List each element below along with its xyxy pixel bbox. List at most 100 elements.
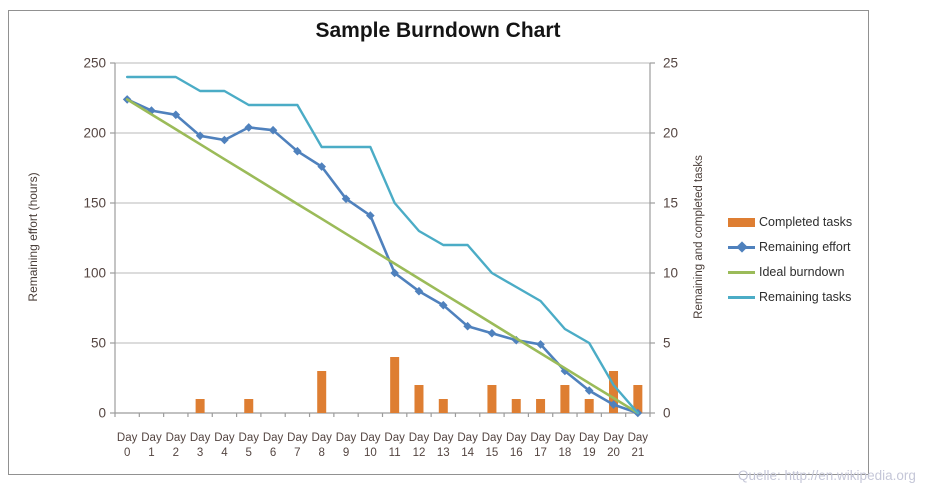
legend-swatch-line-icon [728,265,755,279]
y-axis-left-tick-label-50: 50 [91,336,106,351]
x-axis-label-day-10: Day [360,432,381,444]
completed-tasks-bar-day-13 [438,399,448,413]
x-axis-label-num-21: 21 [631,447,644,459]
x-axis-label-num-7: 7 [294,447,300,459]
legend: Completed tasks Remaining effort Ideal b… [728,215,852,315]
x-axis-label-num-3: 3 [197,447,203,459]
remaining-tasks-line [125,75,640,415]
legend-item-remaining-tasks: Remaining tasks [728,290,852,304]
remaining-effort-marker-day-12 [414,286,424,296]
y-axis-right-tick-label-25: 25 [663,56,678,71]
x-axis-label-day-17: Day [530,432,551,444]
legend-label: Remaining tasks [759,290,852,304]
remaining-effort-marker-day-13 [438,300,448,310]
x-axis-label-day-19: Day [579,432,600,444]
x-axis-label-num-17: 17 [534,447,547,459]
x-axis-label-num-1: 1 [148,447,154,459]
x-axis-label-num-6: 6 [270,447,276,459]
legend-label: Remaining effort [759,240,851,254]
completed-tasks-bar-day-18 [560,385,570,413]
completed-tasks-bar-day-20 [609,371,619,413]
x-axis-label-day-14: Day [457,432,478,444]
remaining-effort-marker-day-10 [366,211,375,220]
remaining-effort-marker-day-19 [584,386,594,395]
y-axis-left-tick-label-200: 200 [83,126,106,141]
completed-tasks-bar-day-16 [511,399,521,413]
legend-swatch-line-diamond-icon [728,240,755,254]
x-axis-label-day-6: Day [263,432,284,444]
x-axis-label-day-21: Day [628,432,649,444]
x-axis-label-day-3: Day [190,432,211,444]
x-axis-label-day-15: Day [482,432,503,444]
x-axis-label-day-1: Day [141,432,162,444]
completed-tasks-bar-day-19 [584,399,594,413]
completed-tasks-bar-day-11 [390,357,400,413]
remaining-effort-marker-day-11 [390,268,399,278]
x-axis-label-num-10: 10 [364,447,377,459]
x-axis-label-num-0: 0 [124,447,130,459]
x-axis-label-num-18: 18 [558,447,571,459]
x-axis-label-num-2: 2 [173,447,179,459]
y-axis-left-tick-label-100: 100 [83,266,106,281]
x-axis-label-day-7: Day [287,432,308,444]
legend-item-completed-tasks: Completed tasks [728,215,852,229]
completed-tasks-bar-day-15 [487,385,497,413]
x-axis-label-num-5: 5 [246,447,252,459]
remaining-effort-marker-day-8 [317,162,327,171]
remaining-effort-marker-day-14 [463,321,472,331]
y-axis-right-tick-label-5: 5 [663,336,671,351]
y-axis-left-tick-label-0: 0 [98,406,106,421]
y-axis-right-tick-label-20: 20 [663,126,678,141]
x-axis-label-day-18: Day [555,432,576,444]
remaining-effort-marker-day-18 [560,366,570,376]
x-axis-label-day-11: Day [384,432,405,444]
remaining-effort-marker-day-1 [147,106,156,115]
x-axis-label-num-11: 11 [389,447,401,459]
x-axis-label-num-14: 14 [461,447,474,459]
remaining-effort-marker-day-9 [341,194,351,204]
remaining-effort-marker-day-15 [487,328,497,338]
completed-tasks-bar-day-5 [244,399,254,413]
completed-tasks-bar-day-8 [317,371,327,413]
x-axis-label-day-2: Day [166,432,187,444]
completed-tasks-bar-day-21 [633,385,643,413]
x-axis-label-num-9: 9 [343,447,349,459]
remaining-effort-line [125,98,640,415]
y-axis-right-tick-label-15: 15 [663,196,678,211]
remaining-effort-marker-day-16 [511,335,521,345]
legend-item-remaining-effort: Remaining effort [728,240,852,254]
legend-swatch-line-icon [728,290,755,304]
legend-item-ideal-burndown: Ideal burndown [728,265,852,279]
x-axis-label-day-9: Day [336,432,357,444]
completed-tasks-bar-day-17 [536,399,546,413]
x-axis-label-day-8: Day [311,432,332,444]
remaining-effort-marker-day-5 [244,123,254,132]
x-axis-label-num-12: 12 [413,447,426,459]
x-axis-label-num-13: 13 [437,447,450,459]
remaining-effort-marker-day-17 [536,340,545,349]
x-axis-label-num-15: 15 [486,447,499,459]
remaining-effort-marker-day-4 [220,135,229,145]
right-axis-title: Remaining and completed tasks [693,155,705,319]
x-axis-label-day-20: Day [603,432,624,444]
x-axis-label-num-16: 16 [510,447,523,459]
x-axis-label-num-19: 19 [583,447,596,459]
watermark: Quelle: http://en.wikipedia.org [738,468,916,483]
x-axis-label-num-20: 20 [607,447,620,459]
y-axis-right-tick-label-0: 0 [663,406,671,421]
remaining-effort-marker-day-20 [609,400,618,409]
chart-title: Sample Burndown Chart [315,19,561,42]
remaining-effort-marker-day-2 [171,110,181,120]
completed-tasks-bar-day-12 [414,385,424,413]
legend-swatch-bar-icon [728,215,755,229]
x-axis-label-day-13: Day [433,432,454,444]
x-axis-label-day-5: Day [239,432,260,444]
y-axis-left-tick-label-250: 250 [83,56,106,71]
remaining-effort-marker-day-7 [293,146,302,156]
x-axis-label-day-0: Day [117,432,138,444]
ideal-burndown-line [125,98,640,415]
x-axis-label-num-8: 8 [319,447,325,459]
x-axis-label-num-4: 4 [221,447,228,459]
x-axis-label-day-12: Day [409,432,430,444]
